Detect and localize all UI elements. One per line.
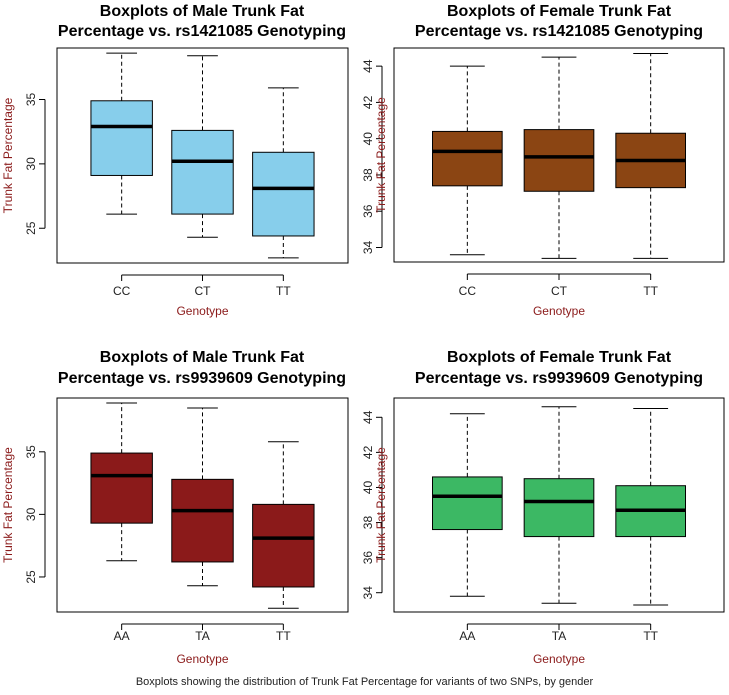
box-CC xyxy=(90,52,153,215)
x-tick-label: AA xyxy=(114,629,130,643)
iqr-box xyxy=(252,151,315,237)
chart-title-line1: Boxplots of Female Trunk Fat xyxy=(447,349,672,366)
y-tick-label: 30 xyxy=(24,507,38,521)
iqr-box xyxy=(432,476,503,531)
y-tick-label: 25 xyxy=(24,570,38,584)
y-tick-label: 35 xyxy=(24,93,38,107)
x-tick-label: CT xyxy=(195,284,212,298)
box-TA xyxy=(523,406,595,604)
y-tick-label: 35 xyxy=(24,445,38,459)
y-tick-label: 38 xyxy=(361,516,375,530)
y-tick-label: 34 xyxy=(361,240,375,254)
box-TT xyxy=(615,408,686,606)
x-axis-label: Genotype xyxy=(176,652,228,666)
chart-title-line1: Boxplots of Male Trunk Fat xyxy=(100,3,305,20)
iqr-box xyxy=(90,452,153,524)
box-CT xyxy=(523,56,595,259)
figure: Boxplots of Male Trunk Fat Percentage vs.… xyxy=(1,3,725,666)
chart-title-line1: Boxplots of Female Trunk Fat xyxy=(447,3,672,20)
chart-title-line2: Percentage vs. rs9939609 Genotyping xyxy=(58,370,346,387)
iqr-box xyxy=(252,503,315,588)
y-tick-label: 44 xyxy=(361,410,375,424)
box-CC xyxy=(432,65,503,256)
iqr-box xyxy=(523,478,595,538)
y-tick-label: 42 xyxy=(361,445,375,459)
chart-panel-2: Boxplots of Female Trunk Fat Percentage v… xyxy=(361,3,725,318)
y-tick-label: 42 xyxy=(361,95,375,109)
y-axis-label: Trunk Fat Percentage xyxy=(374,447,388,563)
y-tick-label: 36 xyxy=(361,204,375,218)
chart-title-line2: Percentage vs. rs1421085 Genotyping xyxy=(58,23,346,40)
box-TT xyxy=(252,441,315,609)
figure-caption: Boxplots showing the distribution of Tru… xyxy=(135,676,594,688)
y-axis-label: Trunk Fat Percentage xyxy=(374,97,388,213)
chart-title-line1: Boxplots of Male Trunk Fat xyxy=(100,349,305,366)
x-tick-label: TT xyxy=(276,629,291,643)
x-tick-label: TT xyxy=(276,284,291,298)
x-tick-label: TA xyxy=(552,629,566,643)
plot-frame xyxy=(56,47,349,264)
y-tick-label: 40 xyxy=(361,480,375,494)
chart-title-line2: Percentage vs. rs1421085 Genotyping xyxy=(415,23,703,40)
box-TA xyxy=(171,407,234,587)
iqr-box xyxy=(432,130,503,187)
y-tick-label: 40 xyxy=(361,132,375,146)
y-tick-label: 25 xyxy=(24,221,38,235)
box-TT xyxy=(252,87,315,259)
y-axis-label: Trunk Fat Percentage xyxy=(1,97,15,213)
x-tick-label: CT xyxy=(551,284,568,298)
y-tick-label: 44 xyxy=(361,59,375,73)
iqr-box xyxy=(171,478,234,563)
chart-title-line2: Percentage vs. rs9939609 Genotyping xyxy=(415,370,703,387)
box-AA xyxy=(432,413,503,597)
x-tick-label: AA xyxy=(459,629,475,643)
chart-panel-1: Boxplots of Male Trunk Fat Percentage vs.… xyxy=(1,3,349,318)
y-tick-label: 34 xyxy=(361,586,375,600)
iqr-box xyxy=(523,129,595,192)
chart-panel-3: Boxplots of Male Trunk Fat Percentage vs.… xyxy=(1,349,349,666)
x-axis-label: Genotype xyxy=(533,652,585,666)
x-tick-label: TT xyxy=(643,284,658,298)
iqr-box xyxy=(90,100,153,176)
x-axis-label: Genotype xyxy=(533,304,585,318)
x-axis-label: Genotype xyxy=(176,304,228,318)
iqr-box xyxy=(171,129,234,215)
plot-frame xyxy=(56,397,349,613)
y-tick-label: 38 xyxy=(361,168,375,182)
x-tick-label: TA xyxy=(195,629,209,643)
box-CT xyxy=(171,55,234,238)
y-axis-label: Trunk Fat Percentage xyxy=(1,447,15,563)
y-tick-label: 30 xyxy=(24,157,38,171)
x-tick-label: TT xyxy=(643,629,658,643)
plot-frame xyxy=(393,397,725,613)
box-TT xyxy=(615,52,686,259)
x-tick-label: CC xyxy=(113,284,131,298)
chart-panel-4: Boxplots of Female Trunk Fat Percentage v… xyxy=(361,349,725,666)
box-AA xyxy=(90,402,153,562)
x-tick-label: CC xyxy=(459,284,477,298)
plot-frame xyxy=(393,47,725,263)
y-tick-label: 36 xyxy=(361,551,375,565)
